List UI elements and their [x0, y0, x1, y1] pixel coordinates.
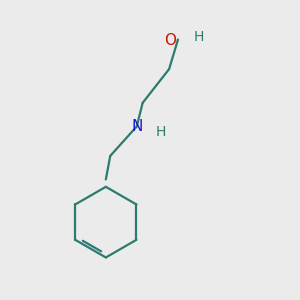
Text: H: H: [194, 30, 204, 44]
Text: N: N: [131, 119, 142, 134]
Text: H: H: [155, 125, 166, 139]
Text: O: O: [164, 33, 176, 48]
